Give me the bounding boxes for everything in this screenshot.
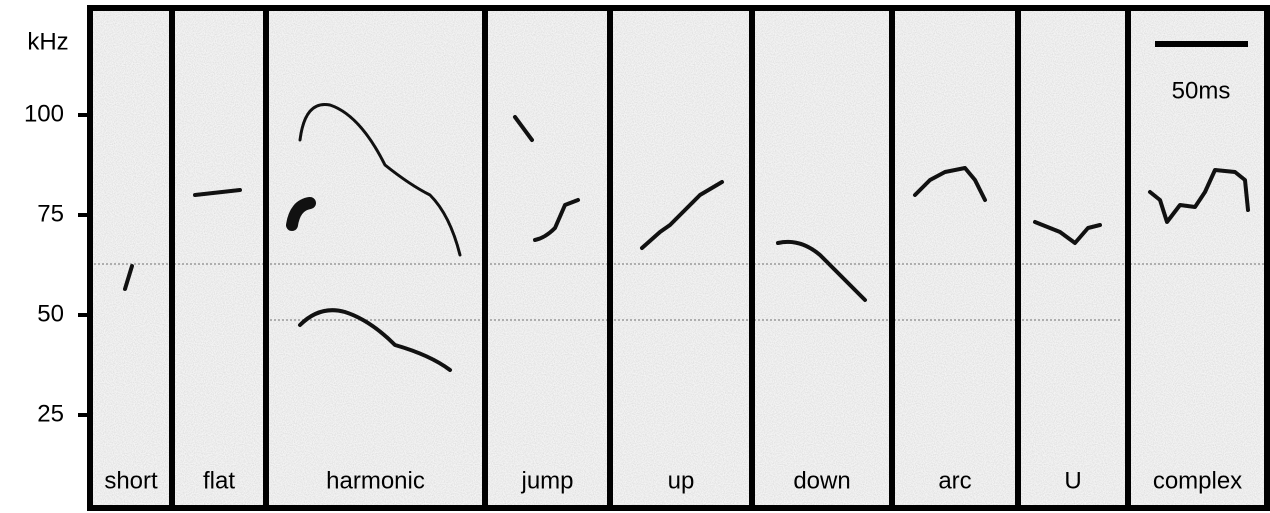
call-down [776,239,867,302]
y-tick-label: 25 [37,400,64,427]
frame [87,5,1270,511]
noise [90,8,1267,508]
panel-label: jump [520,467,573,494]
call-harmonic-blob [286,197,316,231]
call-u [1033,220,1102,245]
call-harmonic-lower [298,308,452,372]
panel-label: U [1064,467,1081,494]
call-jump-b [533,198,580,242]
y-tick-label: 50 [37,300,64,327]
call-flat [193,188,242,197]
scale-bar-label: 50ms [1172,77,1231,104]
unit-background [10,24,86,60]
panel-label: short [104,467,158,494]
calls [123,102,1250,372]
panel-label: complex [1153,467,1242,494]
panel-label: flat [203,467,235,494]
call-short [123,264,134,291]
panel-label: arc [938,467,971,494]
call-complex [1148,168,1250,224]
panel-label: up [668,467,695,494]
call-up [640,180,724,250]
y-tick-label: 75 [37,200,64,227]
dividers [87,5,1270,511]
panel-label: down [793,467,850,494]
y-tick-label: 100 [24,100,64,127]
call-jump-a [513,115,534,142]
panel-label: harmonic [326,467,425,494]
call-harmonic-upper [298,102,462,257]
axis-unit: kHz [27,28,68,55]
call-arc [913,166,987,202]
